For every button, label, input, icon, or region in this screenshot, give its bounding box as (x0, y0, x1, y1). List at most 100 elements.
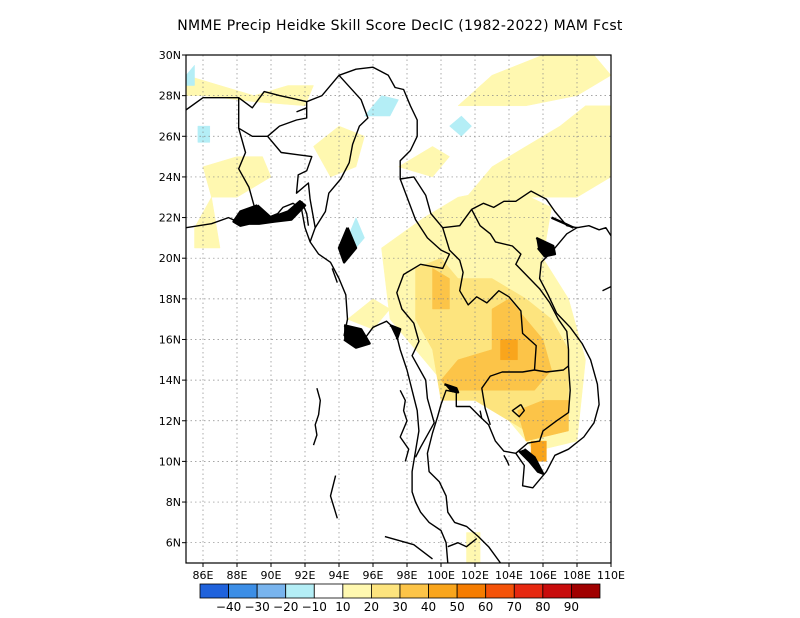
island-coast (399, 389, 410, 462)
colorbar-swatch (199, 583, 229, 599)
colorbar-label: −30 (244, 600, 269, 614)
coastline (186, 202, 449, 563)
colorbar-swatch (313, 583, 344, 599)
skill-patch (186, 64, 195, 86)
country-border (314, 74, 369, 229)
skill-patch (186, 75, 314, 107)
colorbar-swatch (228, 583, 258, 599)
lon-tick-label: 90E (261, 569, 282, 582)
colorbar-swatch (542, 583, 572, 599)
country-border (237, 128, 257, 220)
hatched-coast (343, 324, 371, 349)
lat-tick-label: 10N (159, 455, 181, 468)
island-coast (503, 454, 510, 466)
country-border (447, 538, 478, 548)
colorbar-label: 60 (478, 600, 493, 614)
lon-tick-label: 92E (295, 569, 316, 582)
lat-tick-label: 28N (159, 90, 181, 103)
hatched-coast (389, 324, 402, 340)
lat-tick-label: 16N (159, 333, 181, 346)
skill-patch (397, 146, 450, 178)
colorbar-label: −20 (273, 600, 298, 614)
lat-tick-label: 12N (159, 415, 181, 428)
island-coast (602, 285, 611, 292)
island-coast (300, 201, 310, 226)
skill-patches (186, 55, 611, 563)
map-title: NMME Precip Heidke Skill Score DecIC (19… (177, 18, 623, 34)
skill-patch (465, 105, 611, 198)
island-coast (479, 410, 483, 419)
colorbar-swatch (571, 583, 601, 599)
colorbar-swatch (256, 583, 287, 599)
lat-tick-label: 30N (159, 49, 181, 62)
skill-patch (440, 298, 552, 391)
skill-patch (457, 55, 611, 107)
colorbar-swatch (371, 583, 401, 599)
lat-tick-label: 18N (159, 293, 181, 306)
lon-tick-label: 104E (495, 569, 523, 582)
lat-tick-label: 24N (159, 171, 181, 184)
colorbar-swatch (342, 583, 372, 599)
island-coast (329, 475, 338, 519)
colorbar-label: 80 (535, 600, 550, 614)
colorbar-label: 30 (392, 600, 407, 614)
island-coast (331, 268, 338, 283)
island-coast (384, 535, 433, 560)
lat-tick-label: 26N (159, 130, 181, 143)
lat-tick-label: 14N (159, 374, 181, 387)
hatched-coast (535, 236, 557, 258)
skill-patch (313, 125, 365, 178)
country-border (470, 209, 570, 366)
colorbar-swatch (485, 583, 515, 599)
island-coast (511, 403, 525, 418)
skill-patch (500, 339, 518, 361)
colorbar-label: 40 (421, 600, 436, 614)
colorbar-swatch (285, 583, 315, 599)
colorbar-label: 10 (335, 600, 350, 614)
country-border (442, 227, 537, 426)
lon-tick-label: 86E (193, 569, 214, 582)
lon-tick-label: 88E (227, 569, 248, 582)
colorbar-label: −40 (216, 600, 241, 614)
colorbar-swatch (456, 583, 487, 599)
lat-tick-label: 8N (166, 496, 181, 509)
colorbar-label: 70 (507, 600, 522, 614)
lon-tick-label: 100E (427, 569, 455, 582)
colorbar-swatch (428, 583, 458, 599)
lon-tick-label: 94E (329, 569, 350, 582)
lon-tick-label: 102E (461, 569, 489, 582)
lon-tick-label: 108E (563, 569, 591, 582)
hatched-coast (232, 200, 307, 227)
colorbar-swatch (399, 583, 429, 599)
colorbar-label: 90 (564, 600, 579, 614)
island-coast (312, 388, 321, 446)
skill-patch (466, 532, 481, 563)
colorbar-label: −10 (302, 600, 327, 614)
colorbar-swatch (513, 583, 544, 599)
country-border (515, 365, 571, 454)
lon-tick-label: 98E (397, 569, 418, 582)
skill-patch (363, 95, 399, 117)
country-border (396, 178, 451, 458)
colorbar-label: 20 (364, 600, 379, 614)
skill-patch (432, 267, 450, 310)
lat-tick-label: 20N (159, 252, 181, 265)
lon-tick-label: 110E (597, 569, 625, 582)
country-border (267, 135, 316, 243)
coastline (426, 224, 611, 563)
skill-patch (449, 115, 472, 137)
lon-tick-label: 96E (363, 569, 384, 582)
map-frame (185, 54, 612, 564)
skill-patch (197, 125, 211, 143)
colorbar: −40 −30 −20 −10 10 20 30 40 50 60 70 80 90 (199, 583, 601, 614)
gridlines (186, 55, 611, 563)
skill-patch (347, 298, 391, 330)
lon-tick-label: 106E (529, 569, 557, 582)
hatched-coast (337, 227, 358, 264)
skill-patch (194, 156, 272, 249)
lat-tick-label: 22N (159, 212, 181, 225)
country-border (186, 66, 578, 229)
hatched-coast (518, 448, 545, 475)
country-border (237, 97, 308, 138)
